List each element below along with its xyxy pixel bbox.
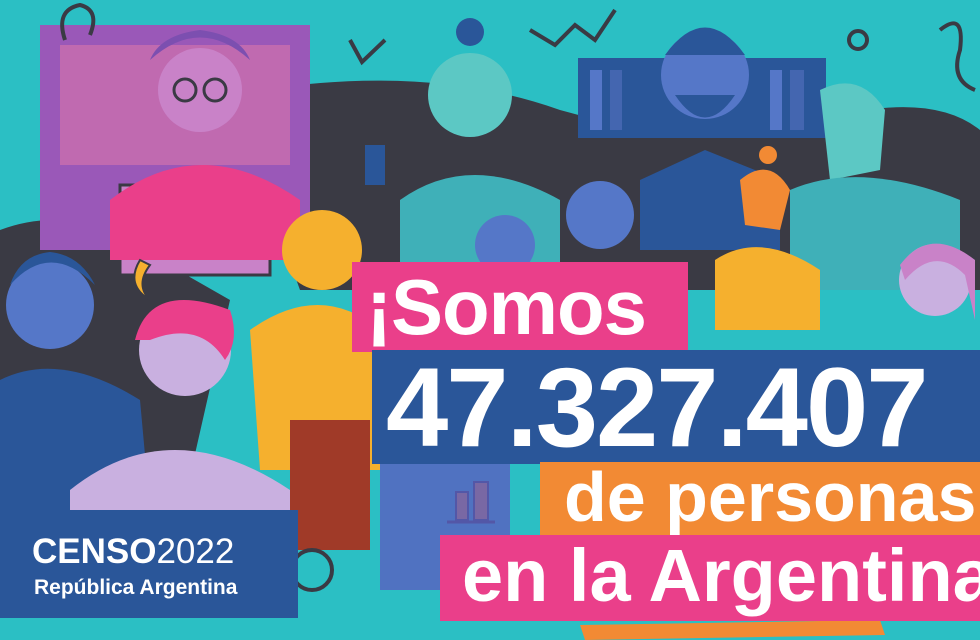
headline-en-la-argentina: en la Argentina (440, 535, 980, 621)
person-center-blue (475, 181, 634, 275)
person-woman-glasses (110, 30, 300, 260)
orange-stripe-decoration (580, 620, 885, 640)
person-purple-hair-right (899, 243, 975, 320)
circle-decoration (847, 29, 869, 51)
logo-title: CENSO2022 (32, 532, 234, 572)
squiggle-decoration (60, 2, 96, 41)
logo-year: 2022 (156, 532, 235, 571)
play-circle-decoration (290, 548, 334, 592)
person-woman-pink-hair (70, 300, 290, 510)
squiggle-decoration-right (938, 21, 976, 92)
person-orange-woman (715, 146, 820, 330)
zigzag-decoration (528, 8, 617, 48)
headline-somos: ¡Somos (352, 262, 688, 352)
population-count: 47.327.407 (372, 350, 980, 464)
person-curly-hair (250, 210, 380, 550)
logo-censo: CENSO (32, 532, 157, 571)
check-decoration (348, 38, 387, 66)
headline-de-personas: de personas (540, 462, 980, 536)
logo-country: República Argentina (34, 576, 238, 599)
moon-decoration (133, 258, 152, 301)
censo-2022-logo: CENSO2022 República Argentina (0, 510, 298, 618)
